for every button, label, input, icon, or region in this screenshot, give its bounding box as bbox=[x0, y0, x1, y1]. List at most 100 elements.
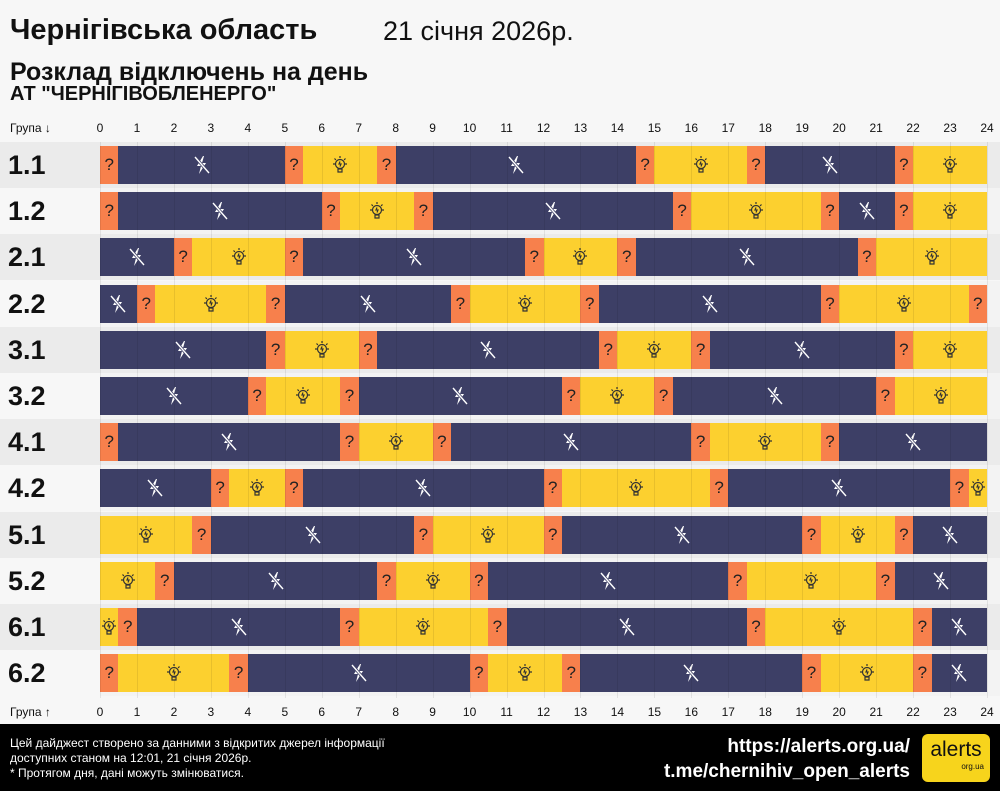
segment-off bbox=[395, 146, 636, 184]
lightbulb-icon bbox=[230, 247, 248, 267]
lightbulb-icon bbox=[858, 663, 876, 683]
lightbulb-icon bbox=[137, 525, 155, 545]
hour-tick: 10 bbox=[462, 121, 477, 135]
segment-maybe: ? bbox=[266, 330, 285, 369]
footer-links: https://alerts.org.ua/ t.me/chernihiv_op… bbox=[664, 734, 910, 784]
website-link[interactable]: https://alerts.org.ua/ bbox=[727, 736, 910, 757]
segment-off bbox=[118, 146, 285, 184]
question-icon: ? bbox=[917, 617, 928, 636]
segment-on bbox=[820, 515, 895, 554]
segment-maybe: ? bbox=[525, 238, 544, 277]
segment-maybe: ? bbox=[802, 515, 821, 554]
segment-maybe: ? bbox=[876, 377, 895, 415]
lightbulb-icon bbox=[895, 294, 913, 314]
segment-maybe: ? bbox=[100, 423, 119, 462]
hour-tick: 14 bbox=[610, 121, 625, 135]
group-name: 2.1 bbox=[8, 242, 46, 273]
segment-on bbox=[617, 330, 692, 369]
footer: Цей дайджест створено за данними з відкр… bbox=[0, 724, 1000, 791]
lightning-off-icon bbox=[941, 525, 959, 545]
segment-off bbox=[303, 469, 544, 508]
segment-off bbox=[894, 561, 988, 600]
question-icon: ? bbox=[751, 155, 761, 174]
lightning-off-icon bbox=[405, 247, 423, 267]
question-icon: ? bbox=[233, 663, 244, 683]
segment-off bbox=[728, 469, 951, 508]
segment-off bbox=[913, 515, 988, 554]
segment-off bbox=[118, 423, 341, 462]
question-icon: ? bbox=[215, 478, 225, 498]
segment-maybe: ? bbox=[543, 515, 562, 554]
segment-on bbox=[746, 561, 877, 600]
lightbulb-icon bbox=[313, 340, 331, 360]
hour-gridline bbox=[913, 142, 915, 698]
question-icon: ? bbox=[825, 293, 835, 313]
row-label-bg bbox=[0, 234, 100, 281]
lightbulb-icon bbox=[516, 294, 534, 314]
question-icon: ? bbox=[806, 663, 817, 683]
group-name: 4.1 bbox=[8, 427, 46, 458]
lightning-off-icon bbox=[128, 247, 146, 267]
company-name: АТ "ЧЕРНІГІВОБЛЕНЕРГО" bbox=[10, 83, 277, 105]
hour-gridline bbox=[802, 142, 804, 698]
segment-on bbox=[913, 146, 988, 184]
group-row: 1.2?????? bbox=[0, 188, 1000, 235]
segment-maybe: ? bbox=[746, 146, 766, 184]
group-row: 2.1????? bbox=[0, 234, 1000, 281]
lightning-off-icon bbox=[220, 432, 238, 452]
lightbulb-icon bbox=[969, 478, 987, 498]
lightning-off-icon bbox=[451, 386, 469, 406]
question-icon: ? bbox=[159, 570, 170, 590]
group-row: 1.1?????? bbox=[0, 142, 1000, 188]
lightning-off-icon bbox=[738, 247, 756, 267]
lightbulb-icon bbox=[331, 155, 349, 175]
lightbulb-icon bbox=[923, 247, 941, 267]
hour-gridline bbox=[358, 142, 360, 698]
row-label-bg bbox=[0, 142, 100, 188]
lightning-off-icon bbox=[359, 294, 377, 314]
hour-gridline bbox=[395, 142, 397, 698]
row-label-bg bbox=[0, 280, 100, 327]
segment-maybe: ? bbox=[414, 515, 433, 554]
segment-maybe: ? bbox=[284, 146, 304, 184]
hour-tick: 13 bbox=[573, 705, 588, 719]
question-icon: ? bbox=[880, 386, 891, 405]
hour-tick: 4 bbox=[244, 705, 252, 719]
segment-maybe: ? bbox=[820, 284, 840, 323]
segment-off bbox=[709, 330, 895, 369]
question-icon: ? bbox=[695, 339, 706, 359]
segment-on bbox=[709, 423, 821, 462]
question-icon: ? bbox=[474, 570, 484, 590]
segment-on bbox=[358, 608, 489, 646]
question-icon: ? bbox=[917, 663, 928, 683]
telegram-link[interactable]: t.me/chernihiv_open_alerts bbox=[663, 761, 910, 782]
hour-tick: 5 bbox=[281, 705, 289, 719]
hour-tick: 15 bbox=[647, 705, 662, 719]
segment-maybe: ? bbox=[247, 377, 267, 415]
region-title: Чернігівська область bbox=[10, 14, 318, 46]
question-icon: ? bbox=[270, 339, 281, 359]
segment-maybe: ? bbox=[691, 330, 710, 369]
hour-tick: 8 bbox=[392, 705, 400, 719]
segment-maybe: ? bbox=[617, 238, 636, 277]
segment-maybe: ? bbox=[654, 377, 673, 415]
lightbulb-icon bbox=[941, 155, 959, 175]
segment-on bbox=[562, 469, 710, 508]
group-axis-label: Група ↓ bbox=[10, 121, 51, 135]
question-icon: ? bbox=[344, 432, 355, 452]
row-label-bg bbox=[0, 419, 100, 466]
segment-off bbox=[100, 330, 267, 369]
hour-tick: 5 bbox=[281, 121, 289, 135]
question-icon: ? bbox=[492, 617, 503, 636]
lightning-off-icon bbox=[146, 478, 164, 498]
hour-tick: 1 bbox=[133, 121, 141, 135]
hour-tick: 9 bbox=[429, 705, 436, 719]
group-row: 3.2????? bbox=[0, 373, 1000, 419]
lightbulb-icon bbox=[387, 432, 405, 452]
hour-gridline bbox=[765, 142, 767, 698]
group-row: 5.1????? bbox=[0, 511, 1000, 558]
segment-off bbox=[931, 654, 988, 693]
hour-axis-bottom: Група ↑ 0 1 2 3 4 5 6 7 8 9 10 11 12 13 14 15 16 17 18 19 20… bbox=[0, 700, 1000, 724]
question-icon: ? bbox=[862, 247, 872, 267]
question-icon: ? bbox=[326, 201, 336, 221]
